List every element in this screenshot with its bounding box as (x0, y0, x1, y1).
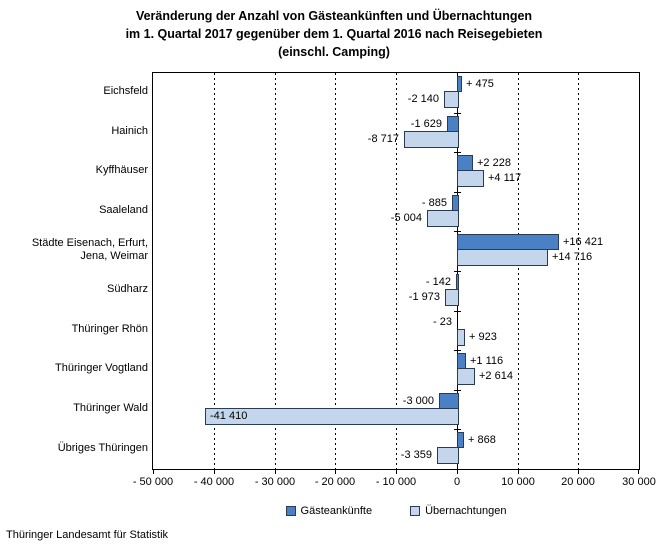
bar-value-label: - 23 (433, 316, 452, 328)
bar-gaesteankuenfte (457, 234, 559, 250)
category-label: Übriges Thüringen (57, 441, 148, 454)
bar-value-label: -41 410 (210, 410, 248, 422)
x-axis-tick (396, 469, 397, 474)
bar-value-label: -3 000 (402, 395, 434, 407)
bar-gaesteankuenfte (457, 353, 466, 369)
chart-title: Veränderung der Anzahl von Gästeankünfte… (0, 7, 668, 61)
legend-item-uebernachtungen: Übernachtungen (410, 505, 506, 517)
x-axis-tick-label: 10 000 (501, 476, 535, 488)
bar-uebernachtungen (427, 210, 459, 227)
gridline (335, 73, 336, 469)
category-label: Städte Eisenach, Erfurt, Jena, Weimar (31, 237, 148, 263)
bar-gaesteankuenfte (452, 195, 459, 211)
bar-value-label: +2 614 (479, 370, 513, 382)
bar-gaesteankuenfte (457, 432, 464, 448)
category-axis-tick (454, 113, 461, 114)
category-label: Kyffhäuser (95, 164, 148, 177)
gridline (275, 73, 276, 469)
legend-label-uebernachtungen: Übernachtungen (425, 505, 507, 517)
bar-value-label: -2 140 (407, 93, 439, 105)
x-axis-tick-label: 20 000 (561, 476, 595, 488)
category-label: Saaleland (99, 204, 148, 217)
category-axis-tick (454, 311, 461, 312)
bar-value-label: +14 716 (552, 251, 593, 263)
bar-value-label: +1 116 (470, 355, 504, 367)
bar-value-label: - 142 (425, 276, 451, 288)
chart-title-line2: im 1. Quartal 2017 gegenüber dem 1. Quar… (125, 27, 543, 41)
x-axis-tick-label: - 20 000 (314, 476, 356, 488)
legend: Gästeankünfte Übernachtungen (152, 505, 640, 517)
bar-value-label: + 475 (466, 78, 494, 90)
category-axis-tick (454, 390, 461, 391)
bar-uebernachtungen (457, 170, 484, 187)
x-axis-tick-label: - 30 000 (254, 476, 296, 488)
bar-value-label: +2 228 (477, 157, 511, 169)
category-axis-tick (454, 192, 461, 193)
bar-uebernachtungen (445, 289, 459, 306)
category-label: Eichsfeld (103, 85, 148, 98)
bar-value-label: + 923 (469, 331, 497, 343)
category-label: Thüringer Vogtland (55, 362, 148, 375)
plot-area: - 50 000 - 40 000 - 30 000 - 20 000 - 10 000… (133, 72, 656, 488)
bar-value-label: +16 421 (563, 236, 604, 248)
bar-value-label: + 868 (468, 434, 496, 446)
bar-uebernachtungen (457, 329, 465, 346)
legend-swatch-uebernachtungen-icon (410, 506, 421, 516)
category-axis-tick (454, 271, 461, 272)
bar-gaesteankuenfte (457, 155, 473, 171)
category-axis-tick (454, 429, 461, 430)
x-axis-tick (518, 469, 519, 474)
x-axis-tick-label: - 40 000 (193, 476, 235, 488)
category-axis-tick (454, 350, 461, 351)
category-label: Thüringer Rhön (71, 322, 148, 335)
x-axis-tick-label: - 50 000 (132, 476, 174, 488)
bar-uebernachtungen (437, 447, 459, 464)
gridline (518, 73, 519, 469)
x-axis-tick-label: 0 (453, 476, 461, 488)
category-label: Südharz (107, 283, 148, 296)
x-axis-tick-label: 30 000 (622, 476, 656, 488)
bar-value-label: -1 973 (408, 291, 440, 303)
bar-value-label: -8 717 (367, 133, 399, 145)
bar-uebernachtungen (457, 368, 475, 385)
legend-swatch-gaesteankuenfte-icon (285, 506, 296, 516)
bar-uebernachtungen (404, 131, 459, 148)
category-label: Hainich (111, 124, 148, 137)
bar-value-label: -1 629 (410, 118, 442, 130)
bar-value-label: -3 359 (400, 449, 432, 461)
category-label: Thüringer Wald (73, 402, 148, 415)
x-axis-tick-label: - 10 000 (375, 476, 417, 488)
bar-gaesteankuenfte (457, 76, 462, 92)
category-axis-tick (454, 152, 461, 153)
x-axis-tick (578, 469, 579, 474)
gridline (396, 73, 397, 469)
gridline (214, 73, 215, 469)
source-note: Thüringer Landesamt für Statistik (6, 529, 169, 541)
bar-uebernachtungen (457, 249, 548, 266)
x-axis-tick (214, 469, 215, 474)
x-axis-tick (335, 469, 336, 474)
x-axis-tick (275, 469, 276, 474)
bar-uebernachtungen (444, 91, 459, 108)
bar-gaesteankuenfte (439, 393, 459, 409)
gridline (578, 73, 579, 469)
category-axis-tick (454, 231, 461, 232)
bar-gaesteankuenfte (447, 116, 459, 132)
x-axis-tick (153, 469, 154, 474)
bar-gaesteankuenfte (456, 274, 459, 290)
bar-value-label: -5 004 (390, 212, 422, 224)
bar-uebernachtungen (205, 408, 459, 425)
chart-title-line1: Veränderung der Anzahl von Gästeankünfte… (135, 9, 533, 23)
legend-item-gaesteankuenfte: Gästeankünfte (285, 505, 373, 517)
legend-label-gaesteankuenfte: Gästeankünfte (300, 505, 373, 517)
bar-value-label: +4 117 (488, 172, 522, 184)
chart-title-line3: (einschl. Camping) (278, 45, 390, 59)
bar-value-label: - 885 (421, 197, 447, 209)
x-axis-tick (457, 469, 458, 474)
x-axis-tick (638, 469, 639, 474)
